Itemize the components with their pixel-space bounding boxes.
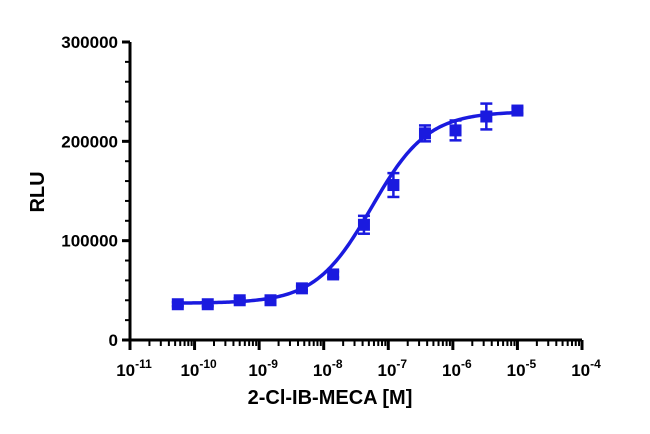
x-tick-base: 10 — [313, 361, 332, 380]
x-tick-exponent: -5 — [526, 357, 537, 371]
data-point — [201, 298, 214, 311]
data-marker — [295, 282, 308, 295]
data-marker — [201, 298, 214, 311]
x-axis-title: 2-Cl-IB-MECA [M] — [248, 387, 413, 409]
data-point — [295, 282, 308, 295]
data-point — [327, 268, 340, 281]
x-tick-label: 10-7 — [377, 357, 407, 380]
x-tick-base: 10 — [377, 361, 396, 380]
y-tick-label: 300000 — [61, 33, 118, 52]
data-point — [449, 119, 462, 142]
x-tick-base: 10 — [248, 361, 267, 380]
y-axis: 0 100000 200000 300000 — [61, 33, 132, 350]
y-tick-label: 0 — [109, 331, 118, 350]
data-marker — [480, 110, 493, 123]
x-tick-base: 10 — [116, 361, 135, 380]
x-tick-label: 10-11 — [116, 357, 152, 380]
x-tick-base: 10 — [571, 361, 590, 380]
data-marker — [418, 127, 431, 140]
y-tick-label: 100000 — [61, 232, 118, 251]
data-point — [233, 294, 246, 307]
data-marker — [171, 298, 184, 311]
x-tick-exponent: -10 — [199, 357, 217, 371]
data-point — [511, 104, 524, 117]
data-marks — [171, 102, 524, 311]
y-tick-label: 200000 — [61, 132, 118, 151]
x-tick-exponent: -11 — [135, 357, 152, 371]
data-marker — [327, 268, 340, 281]
x-tick-base: 10 — [180, 361, 199, 380]
data-point — [387, 171, 400, 199]
x-tick-exponent: -9 — [267, 357, 278, 371]
data-marker — [264, 294, 277, 307]
data-marker — [449, 124, 462, 137]
data-point — [418, 124, 431, 143]
x-tick-exponent: -4 — [590, 357, 601, 371]
x-tick-label: 10-4 — [571, 357, 601, 380]
x-tick-base: 10 — [507, 361, 526, 380]
x-tick-exponent: -7 — [396, 357, 407, 371]
x-tick-label: 10-6 — [442, 357, 472, 380]
x-tick-label: 10-8 — [313, 357, 343, 380]
fit-curve-group — [177, 110, 518, 305]
x-tick-exponent: -6 — [461, 357, 472, 371]
x-axis: 10-11 10-10 10-9 10-8 10-7 10-6 10-5 10-4 — [116, 338, 601, 380]
data-marker — [387, 179, 400, 192]
data-point — [480, 102, 493, 131]
x-tick-label: 10-9 — [248, 357, 278, 380]
data-marker — [511, 104, 524, 117]
data-marker — [233, 294, 246, 307]
fit-curve — [177, 110, 518, 305]
data-point — [357, 214, 370, 235]
x-tick-base: 10 — [442, 361, 461, 380]
x-tick-label: 10-5 — [507, 357, 537, 380]
y-axis-title: RLU — [27, 171, 49, 212]
data-point — [264, 294, 277, 307]
x-tick-exponent: -8 — [332, 357, 343, 371]
x-tick-label: 10-10 — [180, 357, 217, 380]
data-point — [171, 298, 184, 311]
data-marker — [357, 218, 370, 231]
